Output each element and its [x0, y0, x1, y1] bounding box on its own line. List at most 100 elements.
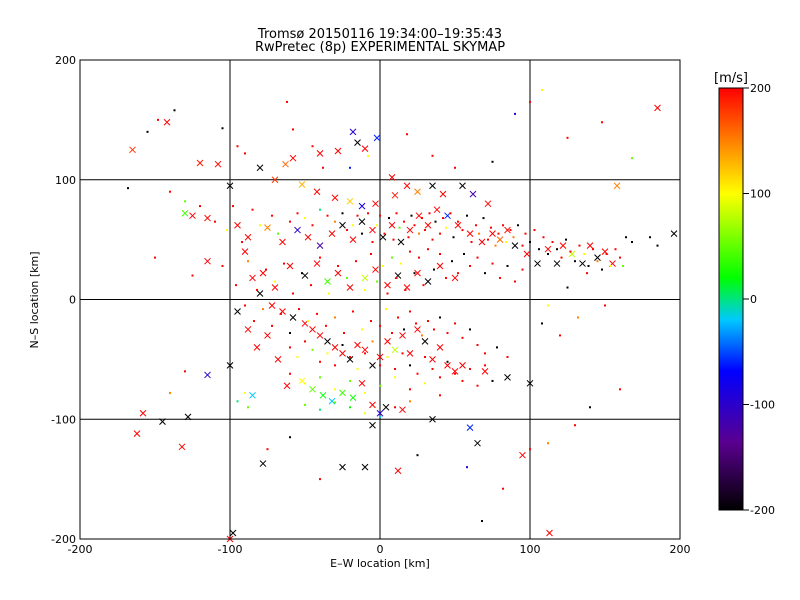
data-point-cross	[361, 346, 369, 354]
y-tick-label: 0	[69, 294, 76, 307]
data-point-dot	[364, 412, 366, 415]
data-point-dot	[127, 187, 129, 190]
data-point-dot	[421, 217, 423, 220]
data-point-cross	[159, 418, 166, 425]
data-point-dot	[266, 448, 269, 451]
x-tick-label: -200	[68, 543, 93, 556]
data-point-dot	[301, 272, 303, 275]
colorbar-tick-label: 100	[750, 188, 771, 201]
data-point-dot	[392, 238, 395, 241]
data-point-dot	[352, 310, 354, 313]
data-point-dot	[271, 324, 273, 327]
data-point-dot	[469, 264, 471, 267]
y-tick-label: 200	[55, 54, 76, 67]
data-point-dot	[304, 217, 306, 220]
data-point-cross	[339, 350, 346, 357]
data-point-dot	[542, 236, 545, 239]
data-point-dot	[604, 304, 606, 307]
data-point-dot	[454, 166, 456, 169]
y-tick-label: -200	[51, 533, 76, 546]
data-point-dot	[307, 320, 309, 323]
data-point-dot	[265, 268, 267, 271]
data-point-cross	[358, 379, 366, 387]
data-point-dot	[496, 346, 498, 349]
x-tick-label: 200	[670, 543, 691, 556]
data-point-cross	[294, 226, 301, 234]
data-point-dot	[631, 241, 633, 244]
data-point-dot	[514, 280, 516, 283]
data-point-cross	[309, 385, 316, 393]
data-point-dot	[356, 214, 359, 217]
data-point-dot	[614, 248, 617, 251]
data-point-cross	[324, 278, 331, 285]
colorbar	[718, 87, 744, 511]
data-point-cross	[196, 159, 204, 167]
data-point-cross	[279, 238, 286, 246]
data-point-cross	[391, 346, 399, 354]
data-point-cross	[289, 154, 297, 162]
y-axis-label: N–S location [km]	[28, 251, 41, 348]
data-point-cross	[424, 278, 432, 285]
data-point-dot	[407, 236, 410, 239]
data-point-cross	[388, 221, 396, 229]
data-point-cross	[253, 344, 261, 351]
data-point-dot	[497, 232, 500, 235]
data-point-cross	[391, 191, 399, 199]
data-point-dot	[457, 220, 459, 223]
data-point-dot	[304, 382, 306, 385]
data-point-cross	[459, 362, 466, 369]
data-point-cross	[466, 424, 474, 431]
data-point-cross	[316, 150, 324, 157]
data-point-dot	[577, 316, 579, 319]
data-point-dot	[376, 224, 378, 227]
data-point-dot	[583, 252, 585, 255]
data-point-cross	[226, 182, 234, 190]
data-point-cross	[481, 367, 489, 375]
data-point-cross	[382, 403, 390, 411]
data-point-dot	[251, 208, 254, 211]
data-point-dot	[382, 264, 384, 267]
data-point-dot	[311, 348, 314, 351]
data-point-dot	[424, 382, 426, 385]
data-point-cross	[259, 460, 267, 467]
data-point-dot	[361, 328, 363, 331]
y-tick-label: 100	[55, 174, 76, 187]
data-point-dot	[529, 100, 531, 103]
data-point-cross	[436, 344, 444, 351]
data-point-cross	[429, 415, 436, 423]
data-point-dot	[289, 332, 291, 335]
data-point-dot	[298, 308, 300, 311]
data-point-dot	[379, 214, 381, 217]
data-point-dot	[262, 308, 264, 311]
data-point-cross	[339, 389, 346, 397]
data-point-cross	[559, 242, 567, 249]
data-point-cross	[334, 269, 342, 277]
data-point-dot	[349, 379, 351, 382]
data-point-dot	[431, 367, 434, 370]
data-point-dot	[334, 401, 336, 404]
data-point-dot	[199, 205, 201, 208]
data-point-dot	[466, 214, 468, 217]
data-point-cross	[204, 214, 211, 222]
data-point-dot	[605, 252, 608, 255]
data-point-dot	[311, 224, 314, 227]
data-point-dot	[334, 364, 336, 367]
data-point-cross	[304, 233, 312, 241]
data-point-dot	[173, 109, 176, 112]
plot-frame	[79, 59, 681, 540]
data-point-dot	[452, 236, 455, 239]
data-point-cross	[369, 401, 376, 409]
data-point-dot	[446, 360, 449, 363]
x-tick-label: 100	[520, 543, 541, 556]
data-point-dot	[439, 232, 441, 235]
data-point-dot	[386, 355, 389, 358]
data-point-cross	[376, 353, 384, 361]
y-tick-label: -100	[51, 413, 76, 426]
data-point-dot	[413, 224, 416, 227]
data-point-dot	[434, 220, 437, 223]
data-point-dot	[398, 226, 401, 229]
data-point-cross	[139, 409, 147, 417]
data-point-dot	[277, 232, 279, 235]
data-point-dot	[371, 340, 374, 343]
data-point-dot	[424, 355, 426, 358]
